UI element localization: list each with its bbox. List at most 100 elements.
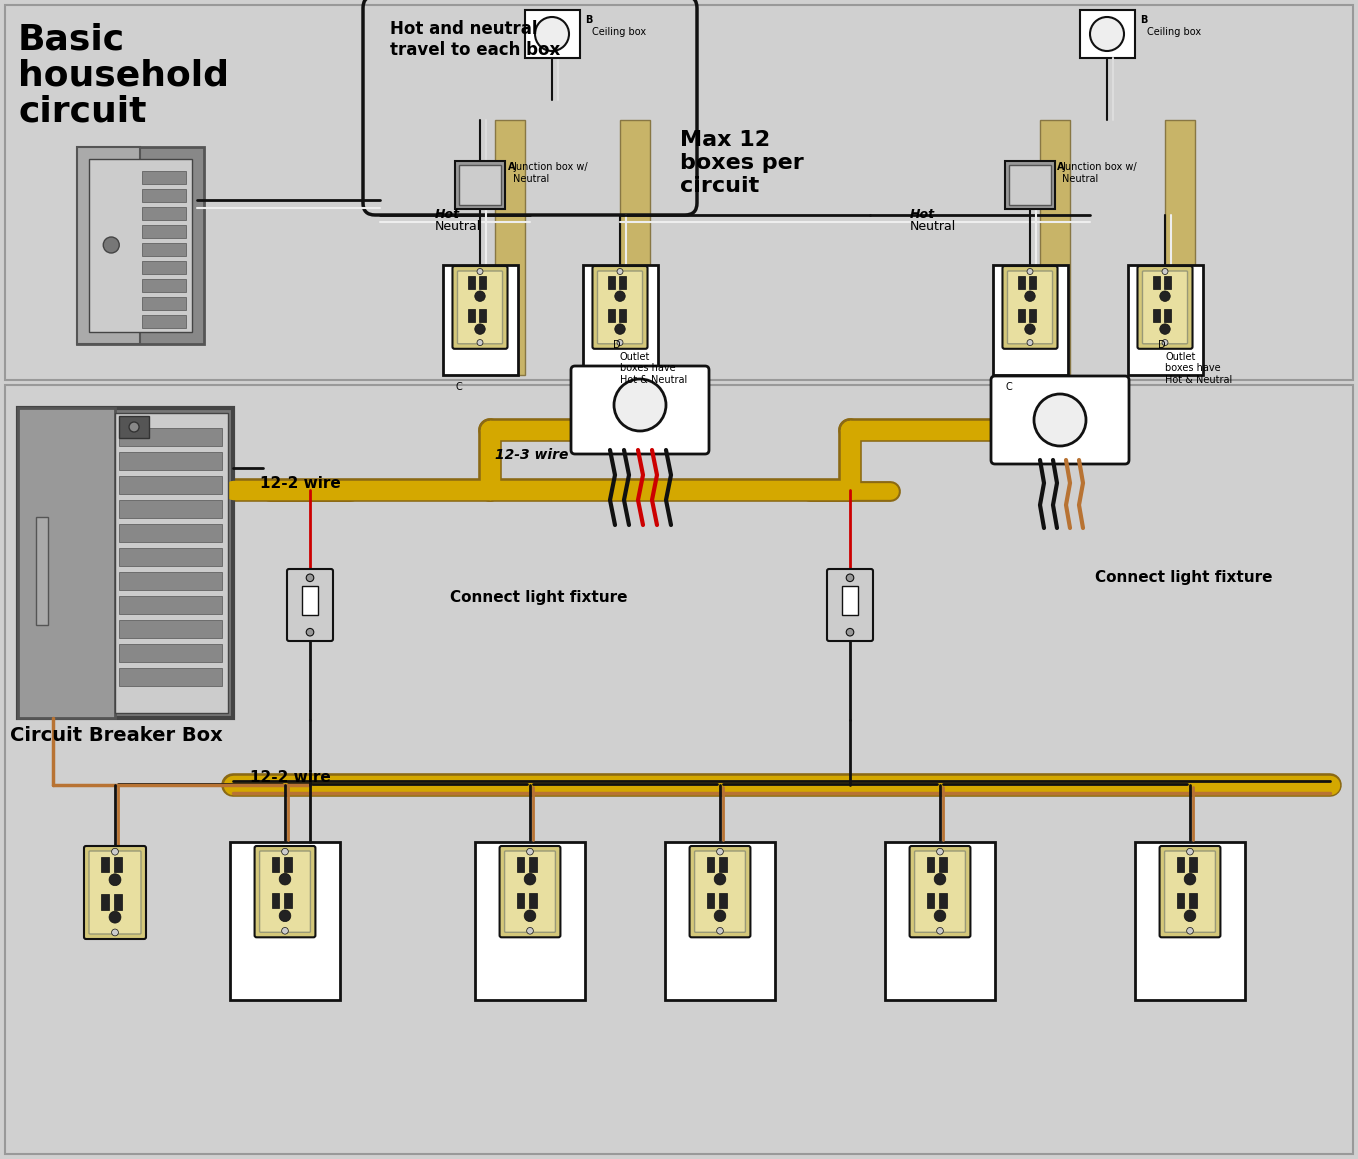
FancyBboxPatch shape — [914, 851, 966, 932]
Bar — [18, 408, 114, 717]
Bar — [143, 261, 186, 274]
Bar — [479, 309, 486, 322]
Bar — [303, 586, 318, 614]
Bar — [143, 189, 186, 202]
Bar — [516, 894, 524, 909]
Circle shape — [1160, 323, 1171, 334]
Bar — [1165, 121, 1195, 376]
Bar — [120, 620, 223, 637]
Bar — [469, 276, 475, 290]
Text: Ceiling box: Ceiling box — [592, 15, 646, 37]
Bar — [1190, 857, 1196, 872]
Circle shape — [617, 340, 623, 345]
Bar — [120, 524, 223, 542]
FancyBboxPatch shape — [254, 846, 315, 938]
Bar — [120, 644, 223, 662]
Text: 12-3 wire: 12-3 wire — [496, 449, 569, 462]
FancyBboxPatch shape — [287, 569, 333, 641]
Bar — [455, 161, 505, 209]
Bar — [1164, 309, 1171, 322]
FancyBboxPatch shape — [1142, 271, 1187, 344]
Bar — [619, 309, 626, 322]
Circle shape — [717, 848, 724, 855]
Bar — [1018, 276, 1025, 290]
Bar — [1127, 265, 1202, 376]
Text: Outlet
boxes have
Hot & Neutral: Outlet boxes have Hot & Neutral — [621, 340, 687, 385]
FancyBboxPatch shape — [570, 366, 709, 454]
Bar — [530, 894, 536, 909]
FancyBboxPatch shape — [1008, 271, 1052, 344]
Bar — [583, 265, 657, 376]
Circle shape — [1090, 17, 1124, 51]
Bar — [1040, 121, 1070, 376]
Bar — [608, 276, 615, 290]
FancyBboxPatch shape — [1160, 846, 1221, 938]
Bar — [1176, 894, 1184, 909]
Bar — [1018, 309, 1025, 322]
Bar — [443, 265, 517, 376]
Bar — [1029, 276, 1036, 290]
Text: Neutral: Neutral — [435, 220, 481, 233]
Circle shape — [937, 927, 944, 934]
Bar — [114, 857, 122, 872]
Circle shape — [1162, 340, 1168, 345]
FancyBboxPatch shape — [910, 846, 971, 938]
Circle shape — [614, 379, 665, 431]
Circle shape — [1025, 323, 1035, 334]
FancyBboxPatch shape — [1165, 851, 1215, 932]
Bar — [1176, 857, 1184, 872]
Circle shape — [129, 422, 139, 432]
Bar — [230, 841, 340, 1000]
Circle shape — [615, 323, 625, 334]
Text: circuit: circuit — [18, 94, 147, 127]
Circle shape — [111, 848, 118, 855]
Bar — [5, 5, 1353, 380]
Text: D: D — [1158, 340, 1165, 350]
Text: A: A — [1057, 162, 1065, 172]
FancyBboxPatch shape — [592, 267, 648, 349]
Bar — [120, 428, 223, 446]
Bar — [940, 894, 947, 909]
Bar — [88, 159, 191, 331]
Circle shape — [103, 236, 120, 253]
Bar — [469, 309, 475, 322]
Bar — [516, 857, 524, 872]
Circle shape — [714, 874, 725, 885]
Bar — [102, 895, 109, 910]
Text: Hot and neutral
travel to each box: Hot and neutral travel to each box — [390, 20, 561, 59]
Circle shape — [306, 574, 314, 582]
Circle shape — [714, 910, 725, 921]
Bar — [475, 841, 585, 1000]
Text: A: A — [508, 162, 516, 172]
Bar — [720, 857, 727, 872]
Text: B: B — [1139, 15, 1148, 25]
Circle shape — [524, 910, 536, 921]
Bar — [665, 841, 775, 1000]
Text: Max 12
boxes per
circuit: Max 12 boxes per circuit — [680, 130, 804, 196]
Circle shape — [1033, 394, 1086, 446]
Text: Ceiling box: Ceiling box — [1148, 15, 1200, 37]
Bar — [706, 894, 714, 909]
Text: Hot: Hot — [910, 207, 936, 221]
Bar — [120, 452, 223, 471]
Bar — [272, 894, 278, 909]
Bar — [608, 309, 615, 322]
FancyBboxPatch shape — [84, 846, 147, 939]
Bar — [120, 476, 223, 494]
Bar — [619, 276, 626, 290]
Bar — [1190, 894, 1196, 909]
Bar — [272, 857, 278, 872]
Bar — [143, 170, 186, 183]
Bar — [5, 385, 1353, 1154]
Bar — [1080, 10, 1135, 58]
FancyBboxPatch shape — [458, 271, 502, 344]
Circle shape — [617, 269, 623, 275]
Circle shape — [1187, 848, 1194, 855]
Circle shape — [535, 17, 569, 51]
Bar — [76, 146, 140, 343]
Bar — [120, 573, 223, 590]
Text: C: C — [456, 382, 463, 392]
Bar — [1029, 309, 1036, 322]
Circle shape — [1160, 291, 1171, 301]
Bar — [120, 668, 223, 686]
